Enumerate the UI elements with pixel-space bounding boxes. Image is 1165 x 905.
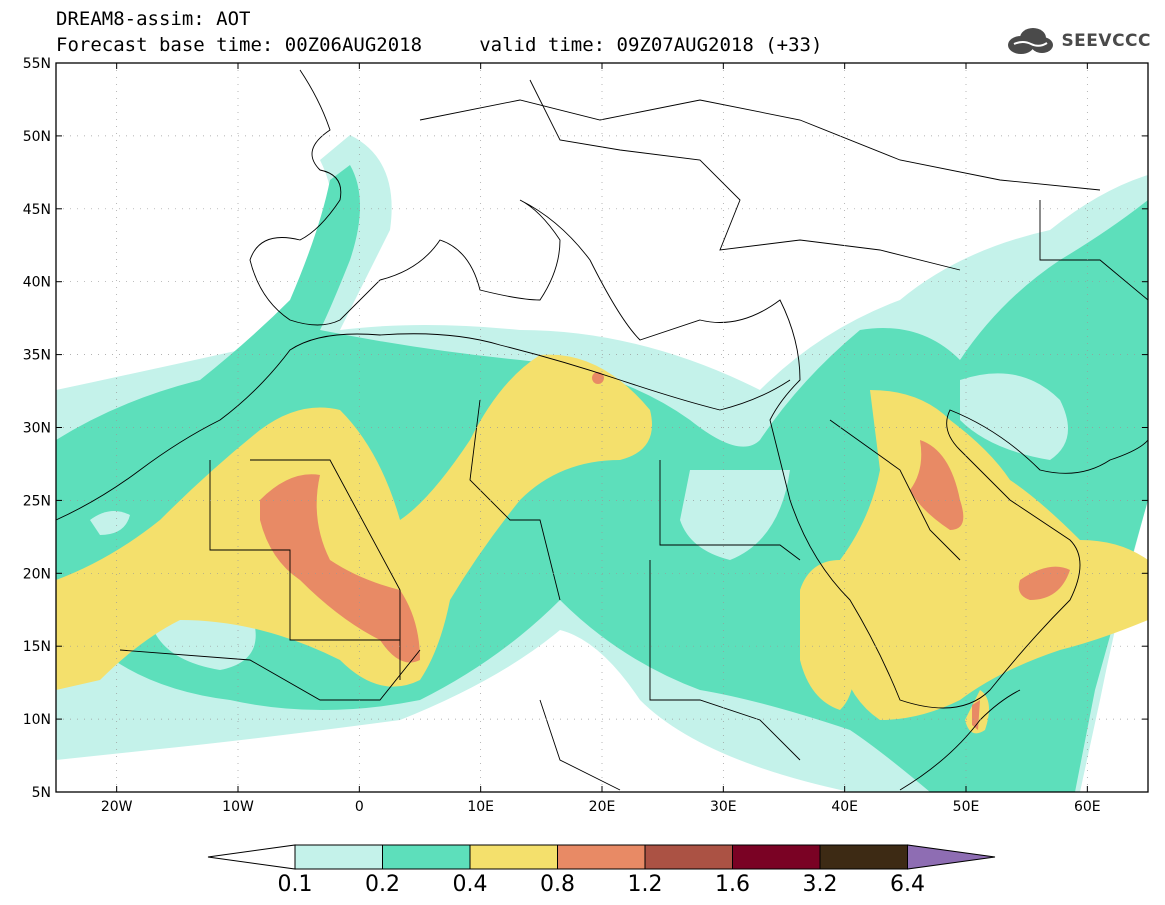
lon-tick-label: 0 xyxy=(355,799,364,815)
cloud-icon xyxy=(1008,28,1054,54)
colorbar-level-label: 0.4 xyxy=(453,872,488,897)
aot-contour-fields xyxy=(56,135,1148,792)
lon-tick-label: 10W xyxy=(222,799,254,815)
colorbar-level-label: 1.6 xyxy=(715,872,750,897)
lat-tick-label: 45N xyxy=(23,202,51,218)
lat-tick-label: 10N xyxy=(23,712,51,728)
lat-tick-label: 25N xyxy=(23,493,51,509)
colorbar-level-label: 3.2 xyxy=(803,872,838,897)
lon-tick-label: 10E xyxy=(467,799,494,815)
lat-tick-label: 5N xyxy=(32,785,51,801)
colorbar-bin xyxy=(382,844,471,870)
colorbar-bin xyxy=(732,844,821,870)
lat-tick-label: 50N xyxy=(23,129,51,145)
colorbar-bin xyxy=(294,844,383,870)
lat-tick-label: 20N xyxy=(23,566,51,582)
colorbar-level-label: 0.2 xyxy=(365,872,400,897)
map-grid xyxy=(56,63,1148,792)
seevccc-logo: SEEVCCC xyxy=(1005,26,1151,56)
colorbar-level-label: 0.8 xyxy=(540,872,575,897)
colorbar-bin xyxy=(557,844,646,870)
colorbar-level-label: 0.1 xyxy=(278,872,313,897)
lat-tick-label: 15N xyxy=(23,639,51,655)
lat-tick-label: 55N xyxy=(23,56,51,72)
colorbar-under-arrow xyxy=(207,844,296,870)
lon-tick-label: 50E xyxy=(953,799,980,815)
colorbar-level-label: 6.4 xyxy=(890,872,925,897)
title-variable: DREAM8-assim: AOT xyxy=(56,8,251,30)
lat-tick-label: 35N xyxy=(23,348,51,364)
lon-tick-label: 40E xyxy=(831,799,858,815)
colorbar-bin xyxy=(469,844,558,870)
lon-tick-label: 20W xyxy=(101,799,133,815)
colorbar: 0.1 0.2 0.4 0.8 1.2 1.6 3.2 6.4 xyxy=(207,844,996,897)
title-times: Forecast base time: 00Z06AUG2018 valid t… xyxy=(56,34,823,56)
coastlines-borders xyxy=(56,69,1148,791)
lon-tick-label: 20E xyxy=(589,799,616,815)
lon-tick-label: 60E xyxy=(1074,799,1101,815)
lon-tick-label: 30E xyxy=(710,799,737,815)
lat-tick-label: 40N xyxy=(23,275,51,291)
lat-tick-label: 30N xyxy=(23,421,51,437)
colorbar-bin xyxy=(819,844,908,870)
colorbar-level-label: 1.2 xyxy=(628,872,663,897)
colorbar-over-arrow xyxy=(907,844,996,870)
colorbar-bin xyxy=(644,844,733,870)
logo-text: SEEVCCC xyxy=(1061,31,1151,51)
